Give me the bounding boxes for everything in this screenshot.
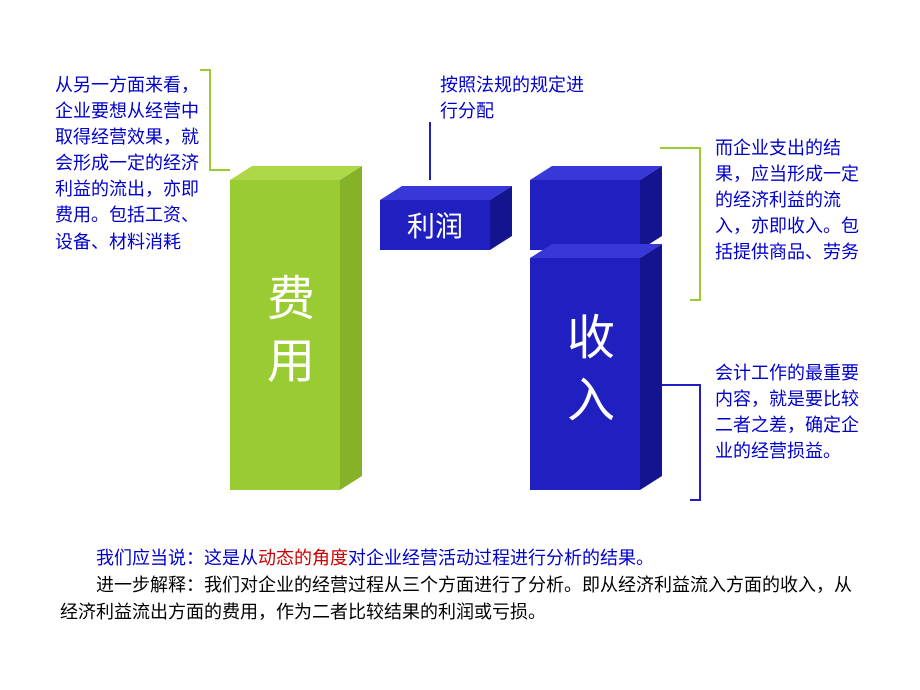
block-top-profit xyxy=(380,186,512,200)
block-front-revenueTop xyxy=(530,180,640,250)
annotation-left: 从另一方面来看，企业要想从经营中取得经营效果，就会形成一定的经济利益的流出，亦即… xyxy=(55,72,205,255)
block-front-expense: 费用 xyxy=(230,180,340,490)
annotation-top: 按照法规的规定进行分配 xyxy=(440,72,590,124)
block-expense: 费用 xyxy=(230,166,362,490)
line1-prefix: 我们应当说：这是从 xyxy=(96,548,258,568)
block-front-revenueMain: 收入 xyxy=(530,258,640,490)
block-top-expense xyxy=(230,166,362,180)
line1-red: 动态的角度 xyxy=(258,548,348,568)
block-top-revenueTop xyxy=(530,166,662,180)
callout-right-bottom xyxy=(662,385,700,500)
line1-suffix: 对企业经营活动过程进行分析的结果。 xyxy=(348,548,654,568)
block-side-revenueMain xyxy=(640,244,662,490)
block-revenueMain: 收入 xyxy=(530,244,662,490)
block-side-revenueTop xyxy=(640,166,662,250)
bottom-line1: 我们应当说：这是从动态的角度对企业经营活动过程进行分析的结果。 xyxy=(60,545,860,572)
callout-right-top xyxy=(660,148,700,300)
bottom-paragraph: 我们应当说：这是从动态的角度对企业经营活动过程进行分析的结果。 进一步解释：我们… xyxy=(60,545,860,626)
bottom-line2: 进一步解释：我们对企业的经营过程从三个方面进行了分析。即从经济利益流入方面的收入… xyxy=(60,572,860,626)
block-side-expense xyxy=(340,166,362,490)
block-profit: 利润 xyxy=(380,186,512,250)
block-top-revenueMain xyxy=(530,244,662,258)
annotation-right-top: 而企业支出的结果，应当形成一定的经济利益的流入，亦即收入。包括提供商品、劳务 xyxy=(715,135,865,265)
annotation-right-bottom: 会计工作的最重要内容，就是要比较二者之差，确定企业的经营损益。 xyxy=(715,360,865,464)
block-front-profit: 利润 xyxy=(380,200,490,250)
block-revenueTop xyxy=(530,166,662,250)
